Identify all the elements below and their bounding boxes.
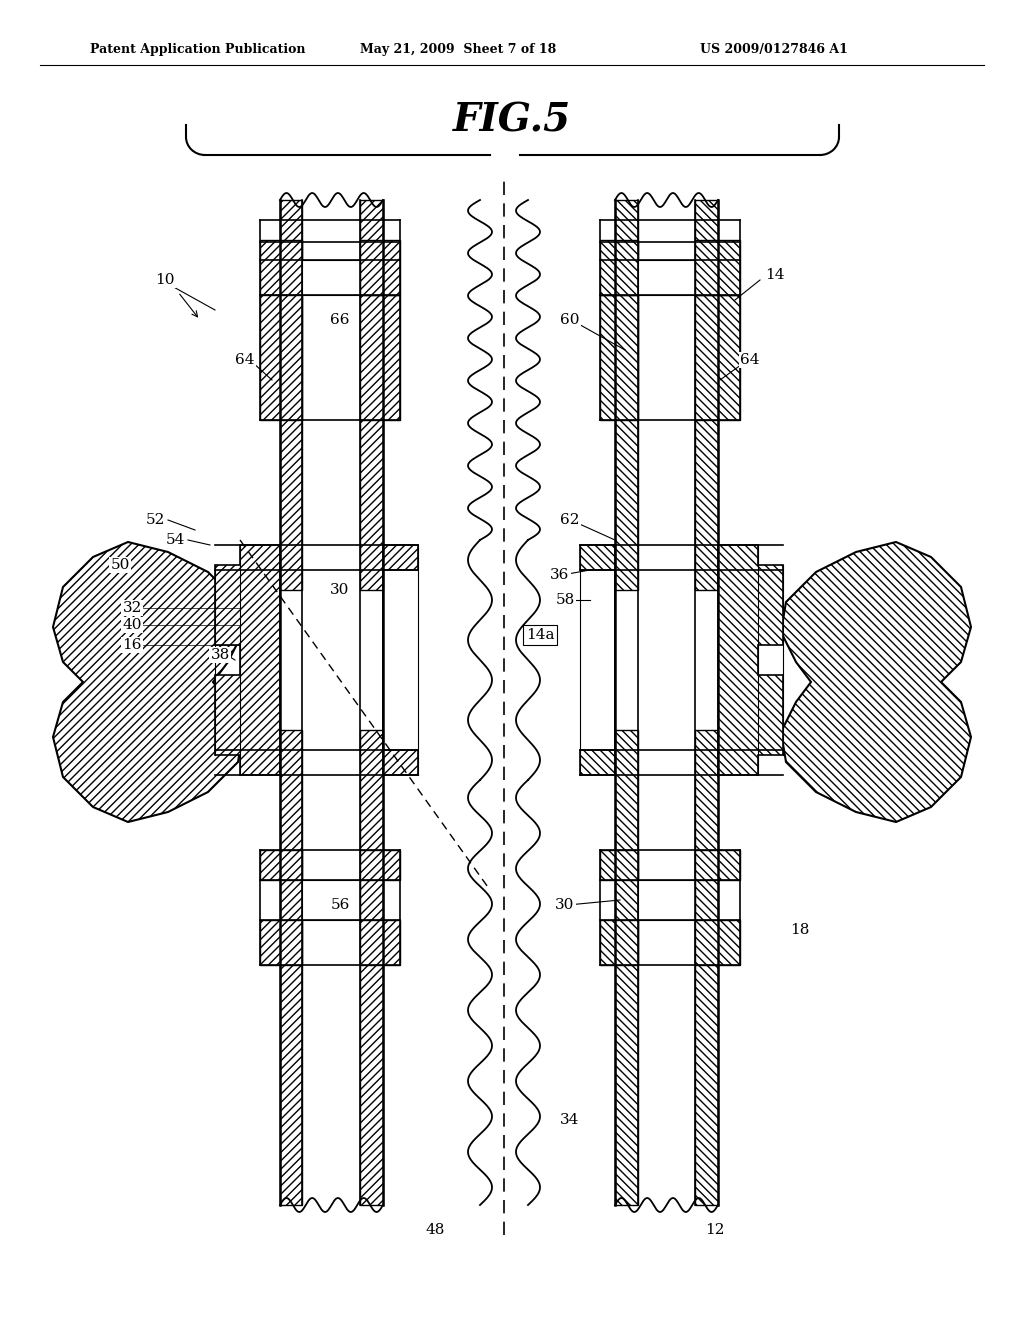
Text: 52: 52 xyxy=(145,513,165,527)
Polygon shape xyxy=(580,545,615,775)
Text: 16: 16 xyxy=(123,638,142,652)
Text: 58: 58 xyxy=(555,593,574,607)
Bar xyxy=(280,730,302,1205)
Text: 10: 10 xyxy=(156,273,175,286)
Bar xyxy=(695,240,740,294)
Bar xyxy=(600,920,638,965)
Text: 34: 34 xyxy=(560,1113,580,1127)
Polygon shape xyxy=(718,545,783,775)
Bar xyxy=(695,294,740,420)
Text: 50: 50 xyxy=(111,558,130,572)
Bar xyxy=(360,730,383,1205)
Text: 30: 30 xyxy=(555,898,574,912)
Text: 30: 30 xyxy=(331,583,349,597)
Text: 66: 66 xyxy=(331,313,350,327)
Text: 18: 18 xyxy=(791,923,810,937)
Text: 56: 56 xyxy=(331,898,349,912)
Bar xyxy=(638,880,695,920)
Bar xyxy=(615,201,638,590)
Text: 12: 12 xyxy=(706,1224,725,1237)
Bar xyxy=(360,920,400,965)
Bar xyxy=(638,201,695,1205)
Text: 54: 54 xyxy=(166,533,185,546)
Text: 64: 64 xyxy=(236,352,255,367)
Bar xyxy=(360,201,383,590)
Text: 36: 36 xyxy=(550,568,569,582)
Text: FIG.5: FIG.5 xyxy=(453,102,571,139)
Bar xyxy=(615,730,638,1205)
Text: 60: 60 xyxy=(560,313,580,327)
Text: 14a: 14a xyxy=(525,628,554,642)
Text: 48: 48 xyxy=(425,1224,444,1237)
Bar xyxy=(280,201,302,590)
Polygon shape xyxy=(781,543,971,822)
Bar xyxy=(302,880,360,920)
Text: 38: 38 xyxy=(210,648,229,663)
Bar xyxy=(260,240,302,294)
Polygon shape xyxy=(215,545,280,775)
Text: 64: 64 xyxy=(740,352,760,367)
Bar xyxy=(360,240,400,294)
Bar xyxy=(302,201,360,1205)
Bar xyxy=(360,850,400,880)
Bar xyxy=(260,850,302,880)
Text: 32: 32 xyxy=(123,601,142,615)
Bar xyxy=(302,260,360,294)
Bar xyxy=(360,294,400,420)
Text: 40: 40 xyxy=(123,618,142,632)
Bar xyxy=(695,201,718,590)
Bar xyxy=(695,850,740,880)
Text: 14: 14 xyxy=(765,268,784,282)
Bar xyxy=(260,294,302,420)
Bar xyxy=(600,240,638,294)
Text: 62: 62 xyxy=(560,513,580,527)
Text: May 21, 2009  Sheet 7 of 18: May 21, 2009 Sheet 7 of 18 xyxy=(360,44,556,57)
Polygon shape xyxy=(53,543,243,822)
Text: US 2009/0127846 A1: US 2009/0127846 A1 xyxy=(700,44,848,57)
Bar xyxy=(695,920,740,965)
Polygon shape xyxy=(383,545,418,775)
Text: Patent Application Publication: Patent Application Publication xyxy=(90,44,305,57)
Bar xyxy=(600,850,638,880)
Bar xyxy=(600,294,638,420)
Bar xyxy=(260,920,302,965)
Bar xyxy=(695,730,718,1205)
Bar xyxy=(638,260,695,294)
